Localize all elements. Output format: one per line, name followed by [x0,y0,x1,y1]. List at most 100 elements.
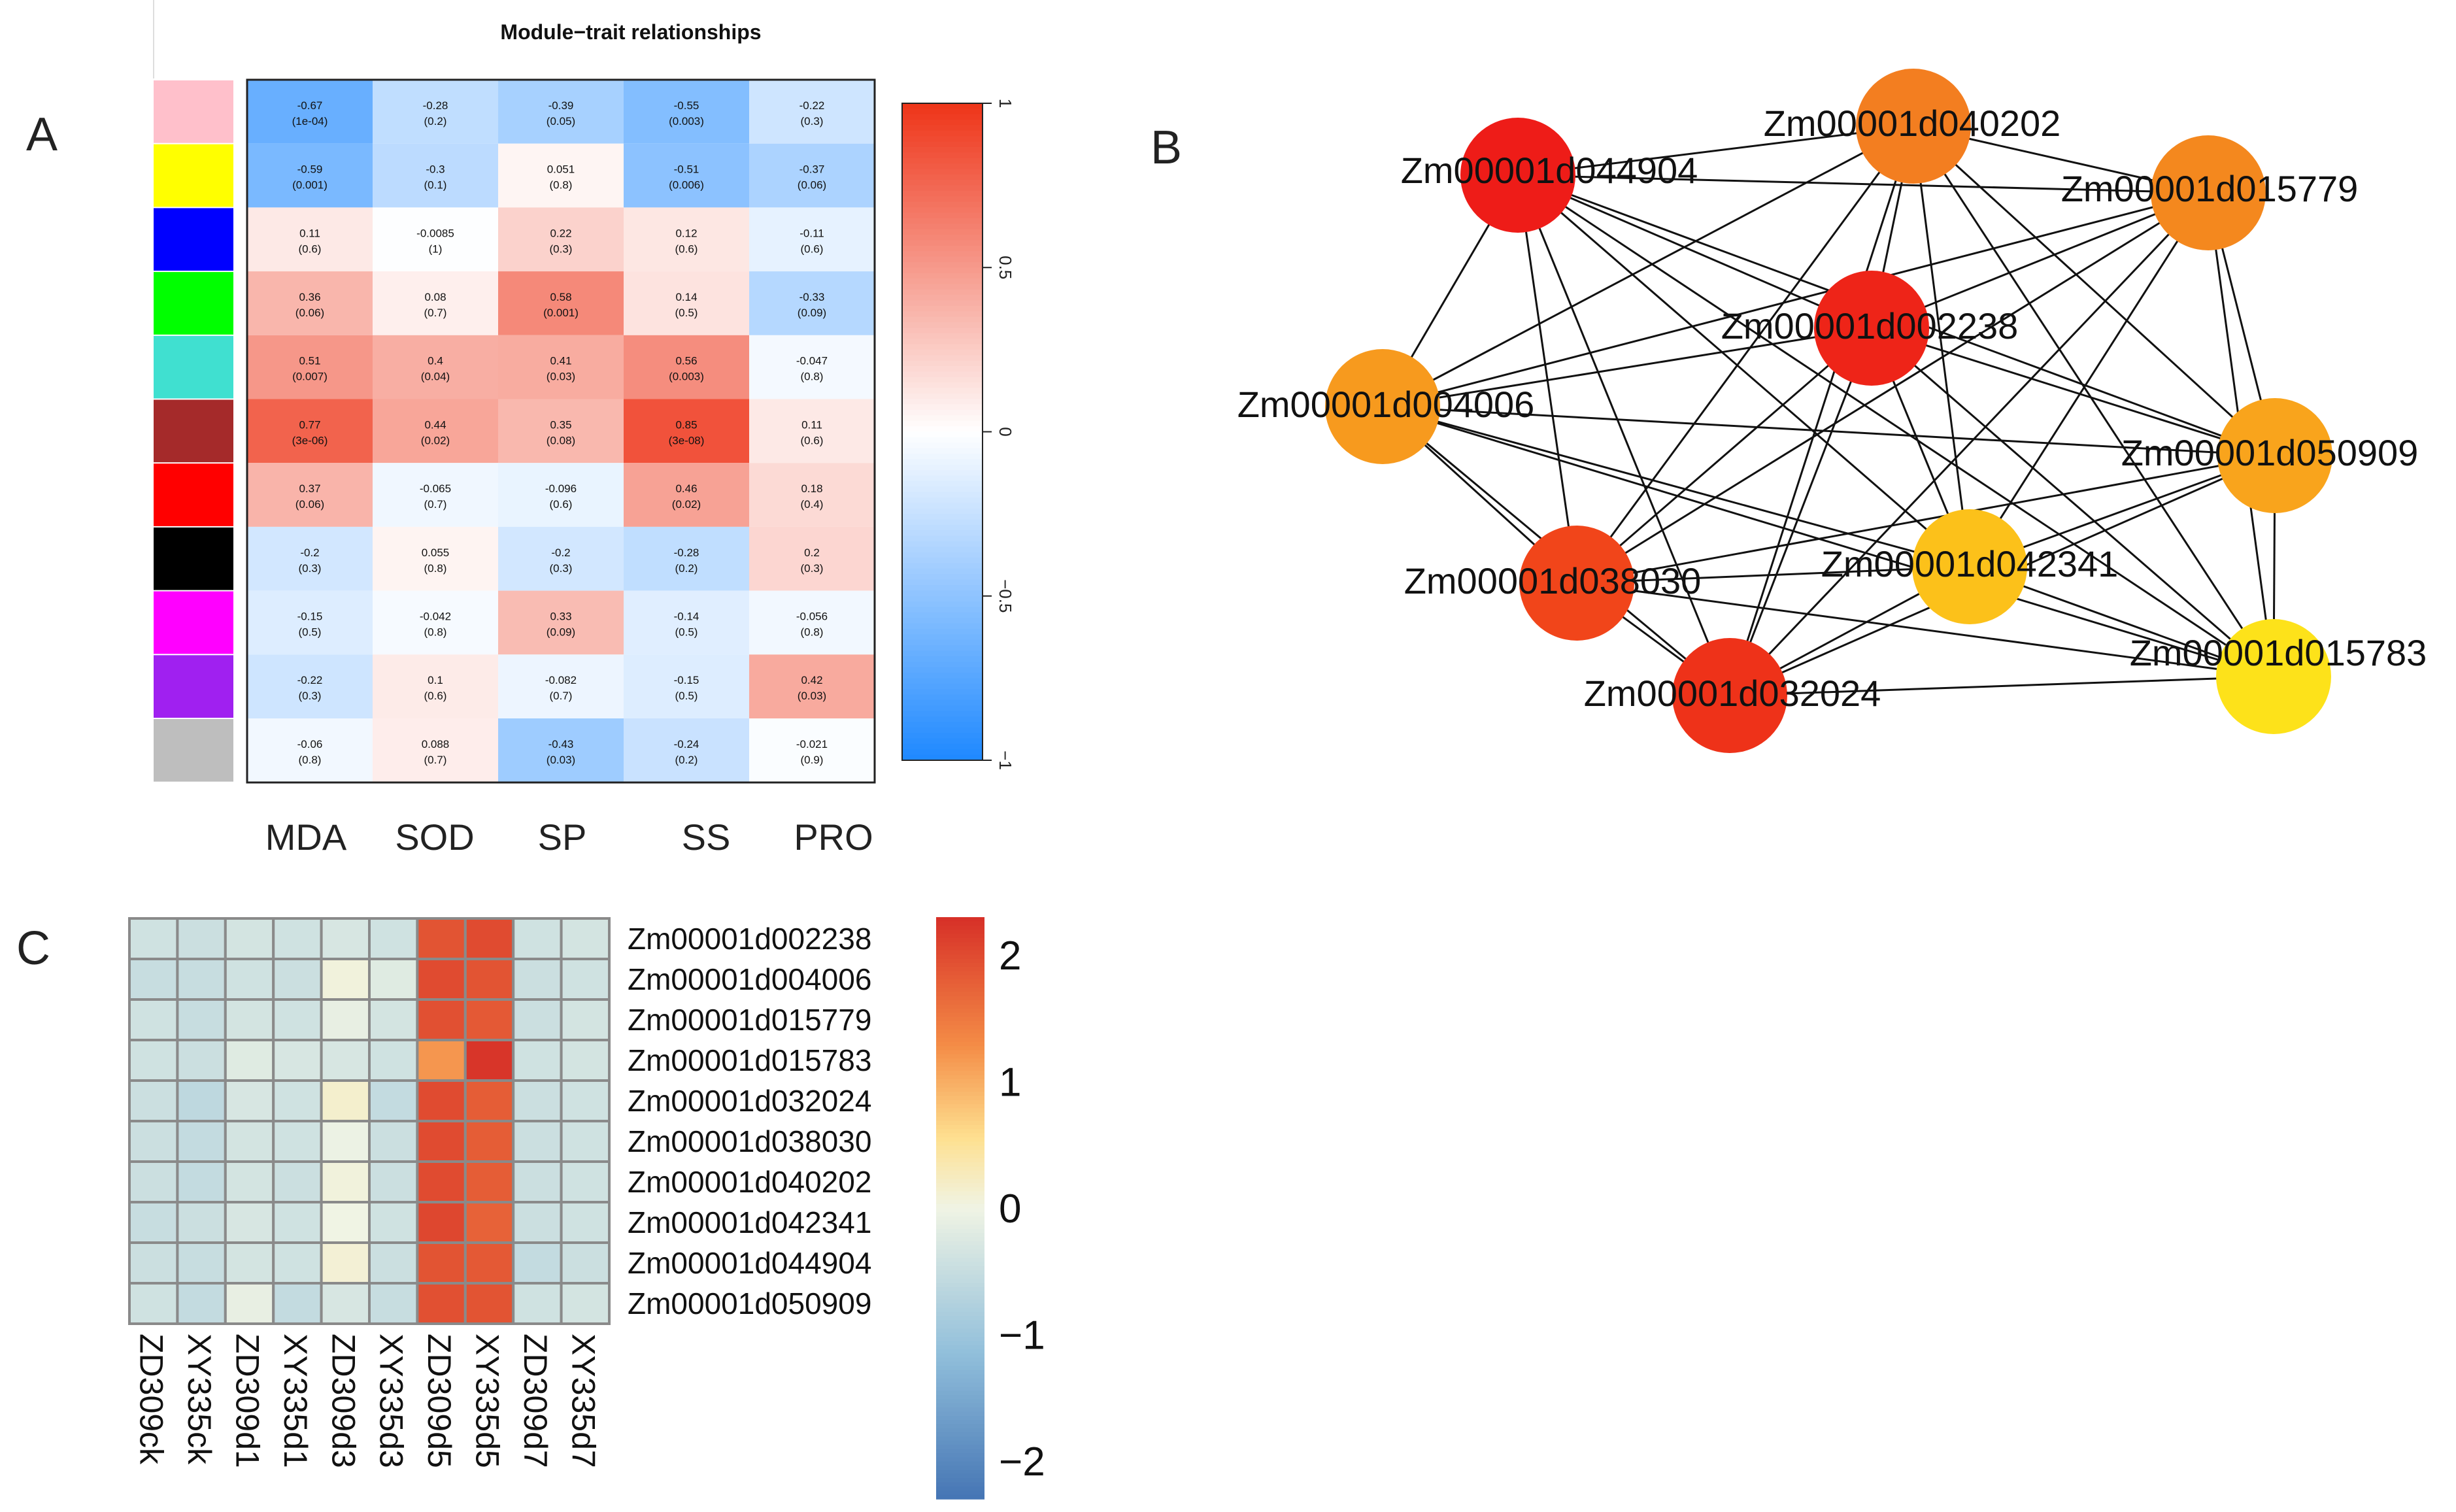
colorbar-c-segment [936,1054,984,1059]
colorbar-c-segment [936,1104,984,1109]
heatmap-a-value: -0.3 [426,163,445,176]
heatmap-a-cell [247,590,373,655]
heatmap-c-cell [128,1241,179,1285]
colorbar-c-segment [936,1133,984,1138]
network-node-label: Zm00001d050909 [2121,432,2419,473]
heatmap-a-cell [624,271,749,335]
heatmap-c-cell [176,1120,227,1163]
colorbar-a-segment [902,448,983,454]
colorbar-a-segment [902,579,983,586]
colorbar-c-segment [936,1366,984,1371]
heatmap-a-pvalue: (0.007) [292,371,328,383]
heatmap-a-value: -0.59 [297,163,323,176]
colorbar-c-segment [936,1033,984,1039]
colorbar-a-segment [902,415,983,422]
network-node-label: Zm00001d032024 [1584,673,1881,714]
colorbar-c-segment [936,1432,984,1437]
heatmap-a-pvalue: (0.3) [801,115,824,127]
heatmap-c-cell [416,1160,467,1203]
heatmap-a-cell [749,143,875,208]
colorbar-a-segment [902,169,983,175]
heatmap-c-cell [128,1079,179,1122]
heatmap-c-row-label: Zm00001d038030 [628,1124,871,1158]
heatmap-a-value: 0.11 [801,418,822,431]
module-swatch-yellow [154,144,233,207]
colorbar-c-segment [936,1228,984,1234]
colorbar-c-segment [936,1220,984,1226]
heatmap-c-cell [128,1201,179,1244]
colorbar-c-segment [936,1120,984,1126]
colorbar-c-segment [936,1449,984,1454]
heatmap-a-cell [247,207,373,272]
colorbar-c-segment [936,1129,984,1134]
heatmap-c-cell [512,1201,563,1244]
heatmap-a-value: 0.58 [550,291,571,303]
heatmap-c-col-label: XY335d5 [469,1334,506,1468]
colorbar-c-segment [936,1482,984,1487]
module-color-bar [154,80,233,782]
network-edge [1382,125,1914,408]
colorbar-c-segment [936,1262,984,1267]
heatmap-a-pvalue: (0.2) [424,115,447,127]
network-edge [1382,405,1970,568]
network-node [1814,271,1929,386]
heatmap-c-cell [176,1201,227,1244]
heatmap-c-cell [320,1282,371,1325]
colorbar-c-segment [936,1445,984,1450]
colorbar-a-segment [902,629,983,635]
heatmap-a-value: 0.42 [801,674,822,686]
heatmap-c-row-label: Zm00001d040202 [628,1165,871,1199]
colorbar-c-segment [936,971,984,976]
heatmap-c-cell [320,1241,371,1285]
colorbar-a-segment [902,683,983,690]
heatmap-c-cell [272,1120,323,1163]
module-swatch-green [154,272,233,335]
heatmap-a-value: -0.15 [297,610,323,622]
colorbar-a-segment [902,470,983,477]
heatmap-a-pvalue: (0.8) [801,371,824,383]
heatmap-a-pvalue: (0.8) [550,179,573,192]
heatmap-a-pvalue: (0.3) [299,690,322,702]
colorbar-c-segment [936,992,984,997]
heatmap-a-value: -0.082 [545,674,577,686]
colorbar-a-segment [902,377,983,383]
heatmap-a-value: 0.2 [804,546,820,559]
colorbar-c-tick-label: 0 [999,1186,1021,1232]
heatmap-c-cell [224,1201,275,1244]
colorbar-a-segment [902,623,983,630]
colorbar-c-segment [936,1390,984,1396]
colorbar-c-segment [936,1216,984,1221]
colorbar-a-segment [902,174,983,181]
heatmap-c-cell [176,1241,227,1285]
network-edge [1517,175,1578,584]
colorbar-a-segment [902,563,983,569]
heatmap-a-pvalue: (0.03) [547,754,575,766]
network-edge [1728,328,1873,696]
colorbar-a-segment [902,420,983,427]
colorbar-a-segment [902,492,983,498]
heatmap-a-value: -0.39 [548,99,574,112]
colorbar-a-segment [902,328,983,334]
heatmap-a-cell [373,335,498,399]
network-edge [1575,126,1915,584]
heatmap-a-pvalue: (0.2) [675,562,698,575]
colorbar-a-segment [902,240,983,246]
colorbar-c-segment [936,1071,984,1076]
heatmap-a-cell [373,718,498,782]
heatmap-c-cell [512,1120,563,1163]
network-node-label: Zm00001d002238 [1721,305,2019,346]
colorbar-c-segment [936,1075,984,1080]
colorbar-c-segment [936,1270,984,1275]
heatmap-a-value: -0.33 [799,291,825,303]
network-node [1856,69,1971,184]
colorbar-c-segment [936,1369,984,1375]
heatmap-a-pvalue: (0.02) [672,498,701,511]
heatmap-c-cell [512,1282,563,1325]
heatmap-c-cell [128,998,179,1041]
colorbar-c-segment [936,1158,984,1163]
colorbar-c-segment [936,1291,984,1296]
heatmap-c-cell [368,1241,419,1285]
colorbar-c-segment [936,1183,984,1188]
heatmap-a-pvalue: (0.7) [424,498,447,511]
colorbar-a-segment [902,514,983,520]
